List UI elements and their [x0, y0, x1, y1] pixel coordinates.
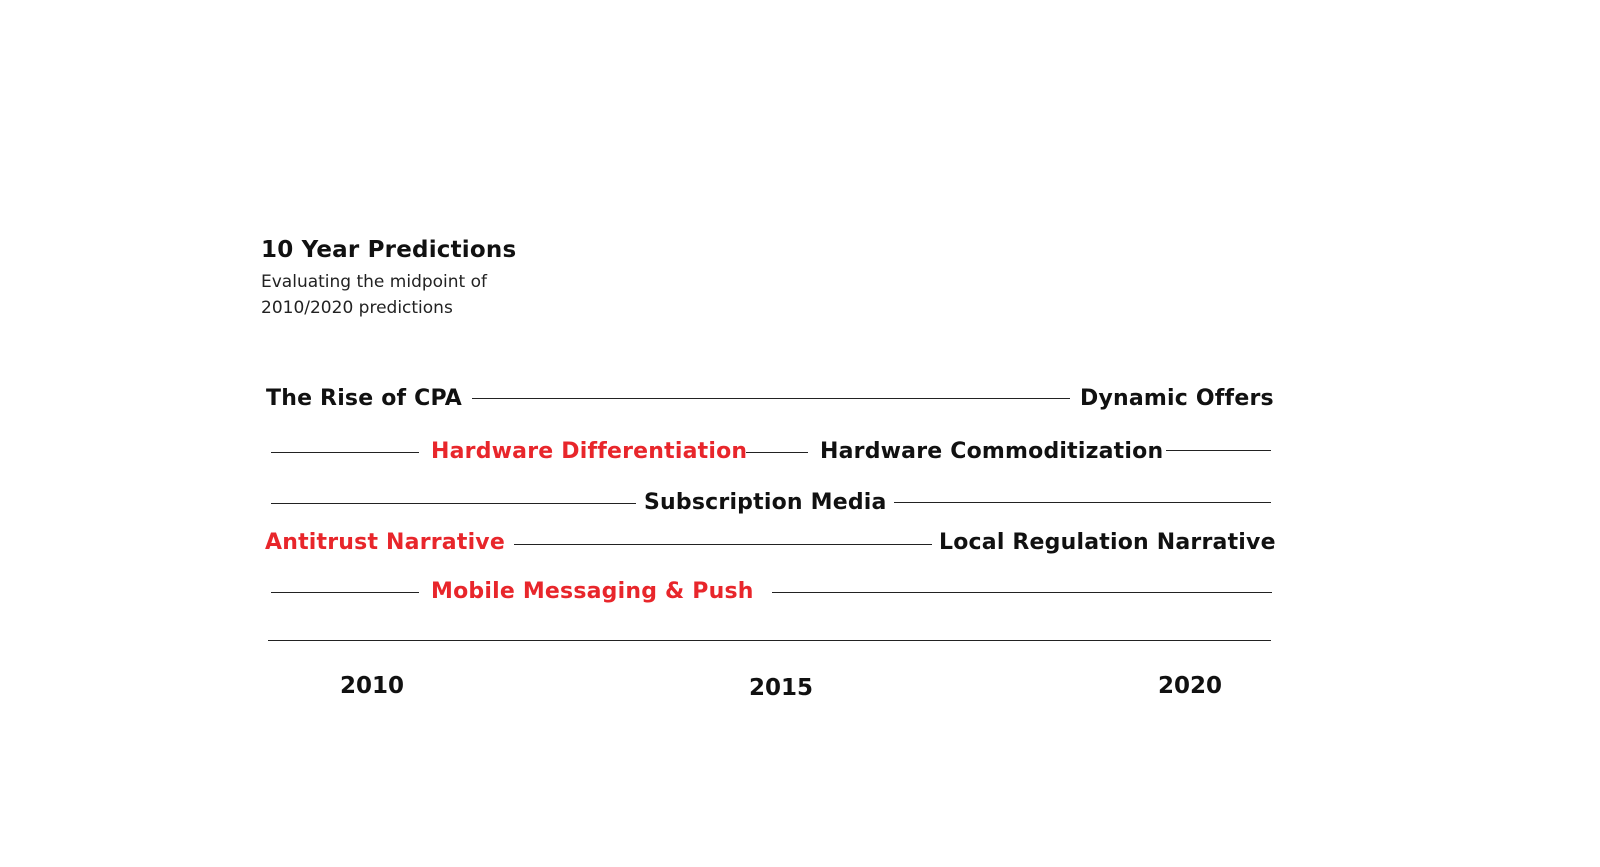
prediction-hardware-commoditization: Hardware Commoditization	[820, 439, 1164, 464]
timeline-tail-line	[772, 592, 1272, 593]
axis-year-2010: 2010	[340, 673, 405, 699]
prediction-antitrust-narrative: Antitrust Narrative	[265, 530, 505, 555]
timeline-connector-line	[472, 398, 1070, 399]
prediction-hardware-differentiation: Hardware Differentiation	[431, 439, 748, 464]
axis-year-2020: 2020	[1158, 673, 1223, 699]
timeline-tail-line	[894, 502, 1271, 503]
diagram-subtitle-line-1: Evaluating the midpoint of	[261, 272, 488, 292]
prediction-the-rise-of-cpa: The Rise of CPA	[266, 386, 463, 411]
diagram-title: 10 Year Predictions	[261, 237, 517, 263]
timeline-connector-line	[514, 544, 932, 545]
timeline-lead-line	[271, 503, 636, 504]
timeline-axis-line	[268, 640, 1271, 641]
axis-year-2015: 2015	[749, 675, 814, 701]
prediction-mobile-messaging-push: Mobile Messaging & Push	[431, 579, 754, 604]
prediction-local-regulation-narrative: Local Regulation Narrative	[939, 530, 1276, 555]
timeline-tail-line	[1166, 450, 1271, 451]
prediction-subscription-media: Subscription Media	[644, 490, 887, 515]
timeline-connector-line	[746, 452, 808, 453]
timeline-lead-line	[271, 452, 419, 453]
prediction-dynamic-offers: Dynamic Offers	[1080, 386, 1274, 411]
timeline-lead-line	[271, 592, 419, 593]
diagram-subtitle-line-2: 2010/2020 predictions	[261, 298, 453, 318]
